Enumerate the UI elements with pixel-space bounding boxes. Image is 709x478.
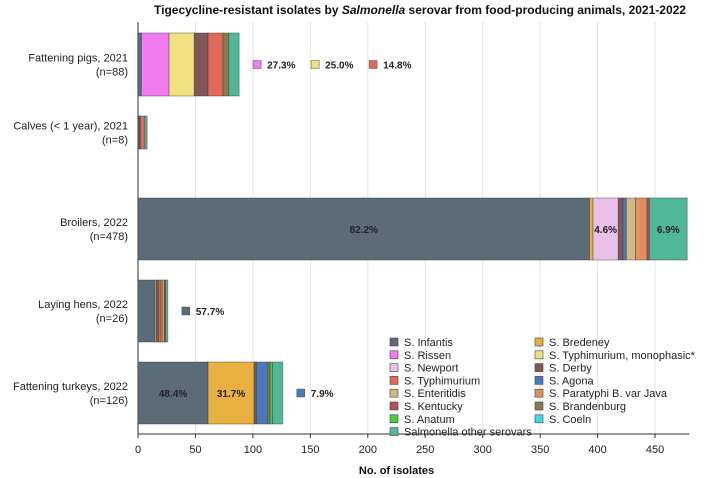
category-n: (n=8) [102, 135, 128, 147]
bar-segment [617, 197, 624, 261]
outside-data-label: 7.9% [311, 389, 334, 400]
inside-data-label: 6.9% [657, 225, 680, 236]
legend-swatch [389, 337, 399, 347]
bar-segment [139, 115, 146, 150]
category-n: (n=88) [96, 67, 128, 79]
legend-swatch [389, 376, 399, 385]
bar-segment [137, 279, 156, 343]
x-tick-label: 350 [531, 444, 549, 456]
x-tick-label: 150 [301, 444, 319, 456]
legend-swatch [389, 427, 399, 436]
bar-segment [622, 197, 627, 261]
outside-data-label: 57.7% [196, 307, 224, 318]
x-tick-label: 300 [474, 444, 492, 456]
outside-data-label: 27.3% [267, 61, 295, 72]
legend-swatch [534, 337, 544, 347]
category-label: Calves (< 1 year), 2021 [13, 121, 128, 133]
bar-segment [648, 197, 688, 261]
outside-data-label: 25.0% [325, 61, 353, 72]
legend-label: S. Paratyphi B. var Java [549, 388, 668, 400]
bar-segment [272, 361, 284, 425]
x-tick-label: 250 [416, 444, 434, 456]
inside-data-label: 48.4% [159, 389, 187, 400]
legend-swatch [534, 414, 544, 424]
outside-label-marker [252, 60, 262, 69]
bar-segment [141, 32, 170, 97]
outside-label-marker [296, 388, 306, 398]
legend-swatch [389, 363, 399, 372]
legend-label: S. Coeln [549, 414, 591, 426]
bar-segment [589, 197, 594, 261]
legend-swatch [534, 363, 544, 372]
legend-swatch [389, 414, 399, 424]
bar-segment [144, 115, 148, 150]
bar-segment [207, 361, 255, 425]
x-axis-label: No. of isolates [359, 465, 434, 477]
legend-label: S. Typhimurium [404, 375, 480, 387]
bar-segment [165, 279, 169, 343]
x-tick-label: 200 [359, 444, 377, 456]
inside-data-label: 82.2% [350, 225, 378, 236]
inside-data-label: 4.6% [594, 225, 617, 236]
bar-segment [255, 361, 269, 425]
outside-label-marker [368, 60, 378, 69]
inside-data-label: 31.7% [217, 389, 245, 400]
legend-swatch [534, 388, 544, 398]
category-n: (n=26) [96, 313, 128, 325]
category-label: Broilers, 2022 [60, 217, 128, 229]
x-tick-label: 400 [588, 444, 606, 456]
legend-label: S. Kentucky [404, 401, 463, 413]
bar-segment [228, 32, 240, 97]
bar-segment [625, 197, 636, 261]
bar-segment [207, 32, 224, 97]
legend-label: S. Newport [404, 363, 458, 375]
bar-segment [137, 361, 209, 425]
legend-swatch [534, 401, 544, 411]
bar-segment [592, 197, 619, 261]
legend-label: S. Typhimurium, monophasic* [549, 350, 696, 362]
legend-swatch [389, 350, 399, 360]
legend-label: S. Rissen [404, 350, 451, 362]
chart-title: Tigecycline-resistant isolates by Salmon… [154, 3, 686, 17]
x-tick-label: 450 [646, 444, 664, 456]
outside-label-marker [181, 306, 191, 316]
bar-segment [193, 32, 209, 97]
category-label: Fattening turkeys, 2022 [13, 381, 128, 393]
legend-label: S. Brandenburg [549, 401, 626, 413]
x-tick-label: 0 [135, 444, 141, 456]
category-label: Fattening pigs, 2021 [28, 53, 128, 65]
bar-segment [137, 197, 590, 261]
x-tick-label: 100 [244, 444, 262, 456]
legend-label: Salmonella other serovars [404, 427, 532, 439]
legend-label: S. Bredeney [549, 337, 610, 349]
legend-label: S. Anatum [404, 414, 455, 426]
bar-segment [137, 32, 142, 97]
legend-label: S. Derby [549, 363, 592, 375]
outside-label-marker [310, 60, 320, 69]
bar-segment [222, 32, 230, 97]
legend-swatch [389, 388, 399, 398]
x-tick-label: 50 [189, 444, 201, 456]
legend-swatch [389, 401, 399, 411]
legend-swatch [534, 376, 544, 385]
legend-label: S. Agona [549, 375, 595, 387]
legend-swatch [534, 350, 544, 360]
bar-segment [635, 197, 648, 261]
outside-data-label: 14.8% [383, 61, 411, 72]
bar-segment [168, 32, 195, 97]
category-n: (n=126) [90, 395, 128, 407]
legend-label: S. Enteritidis [404, 388, 466, 400]
legend-label: S. Infantis [404, 337, 453, 349]
category-n: (n=478) [90, 231, 128, 243]
category-label: Laying hens, 2022 [38, 299, 128, 311]
